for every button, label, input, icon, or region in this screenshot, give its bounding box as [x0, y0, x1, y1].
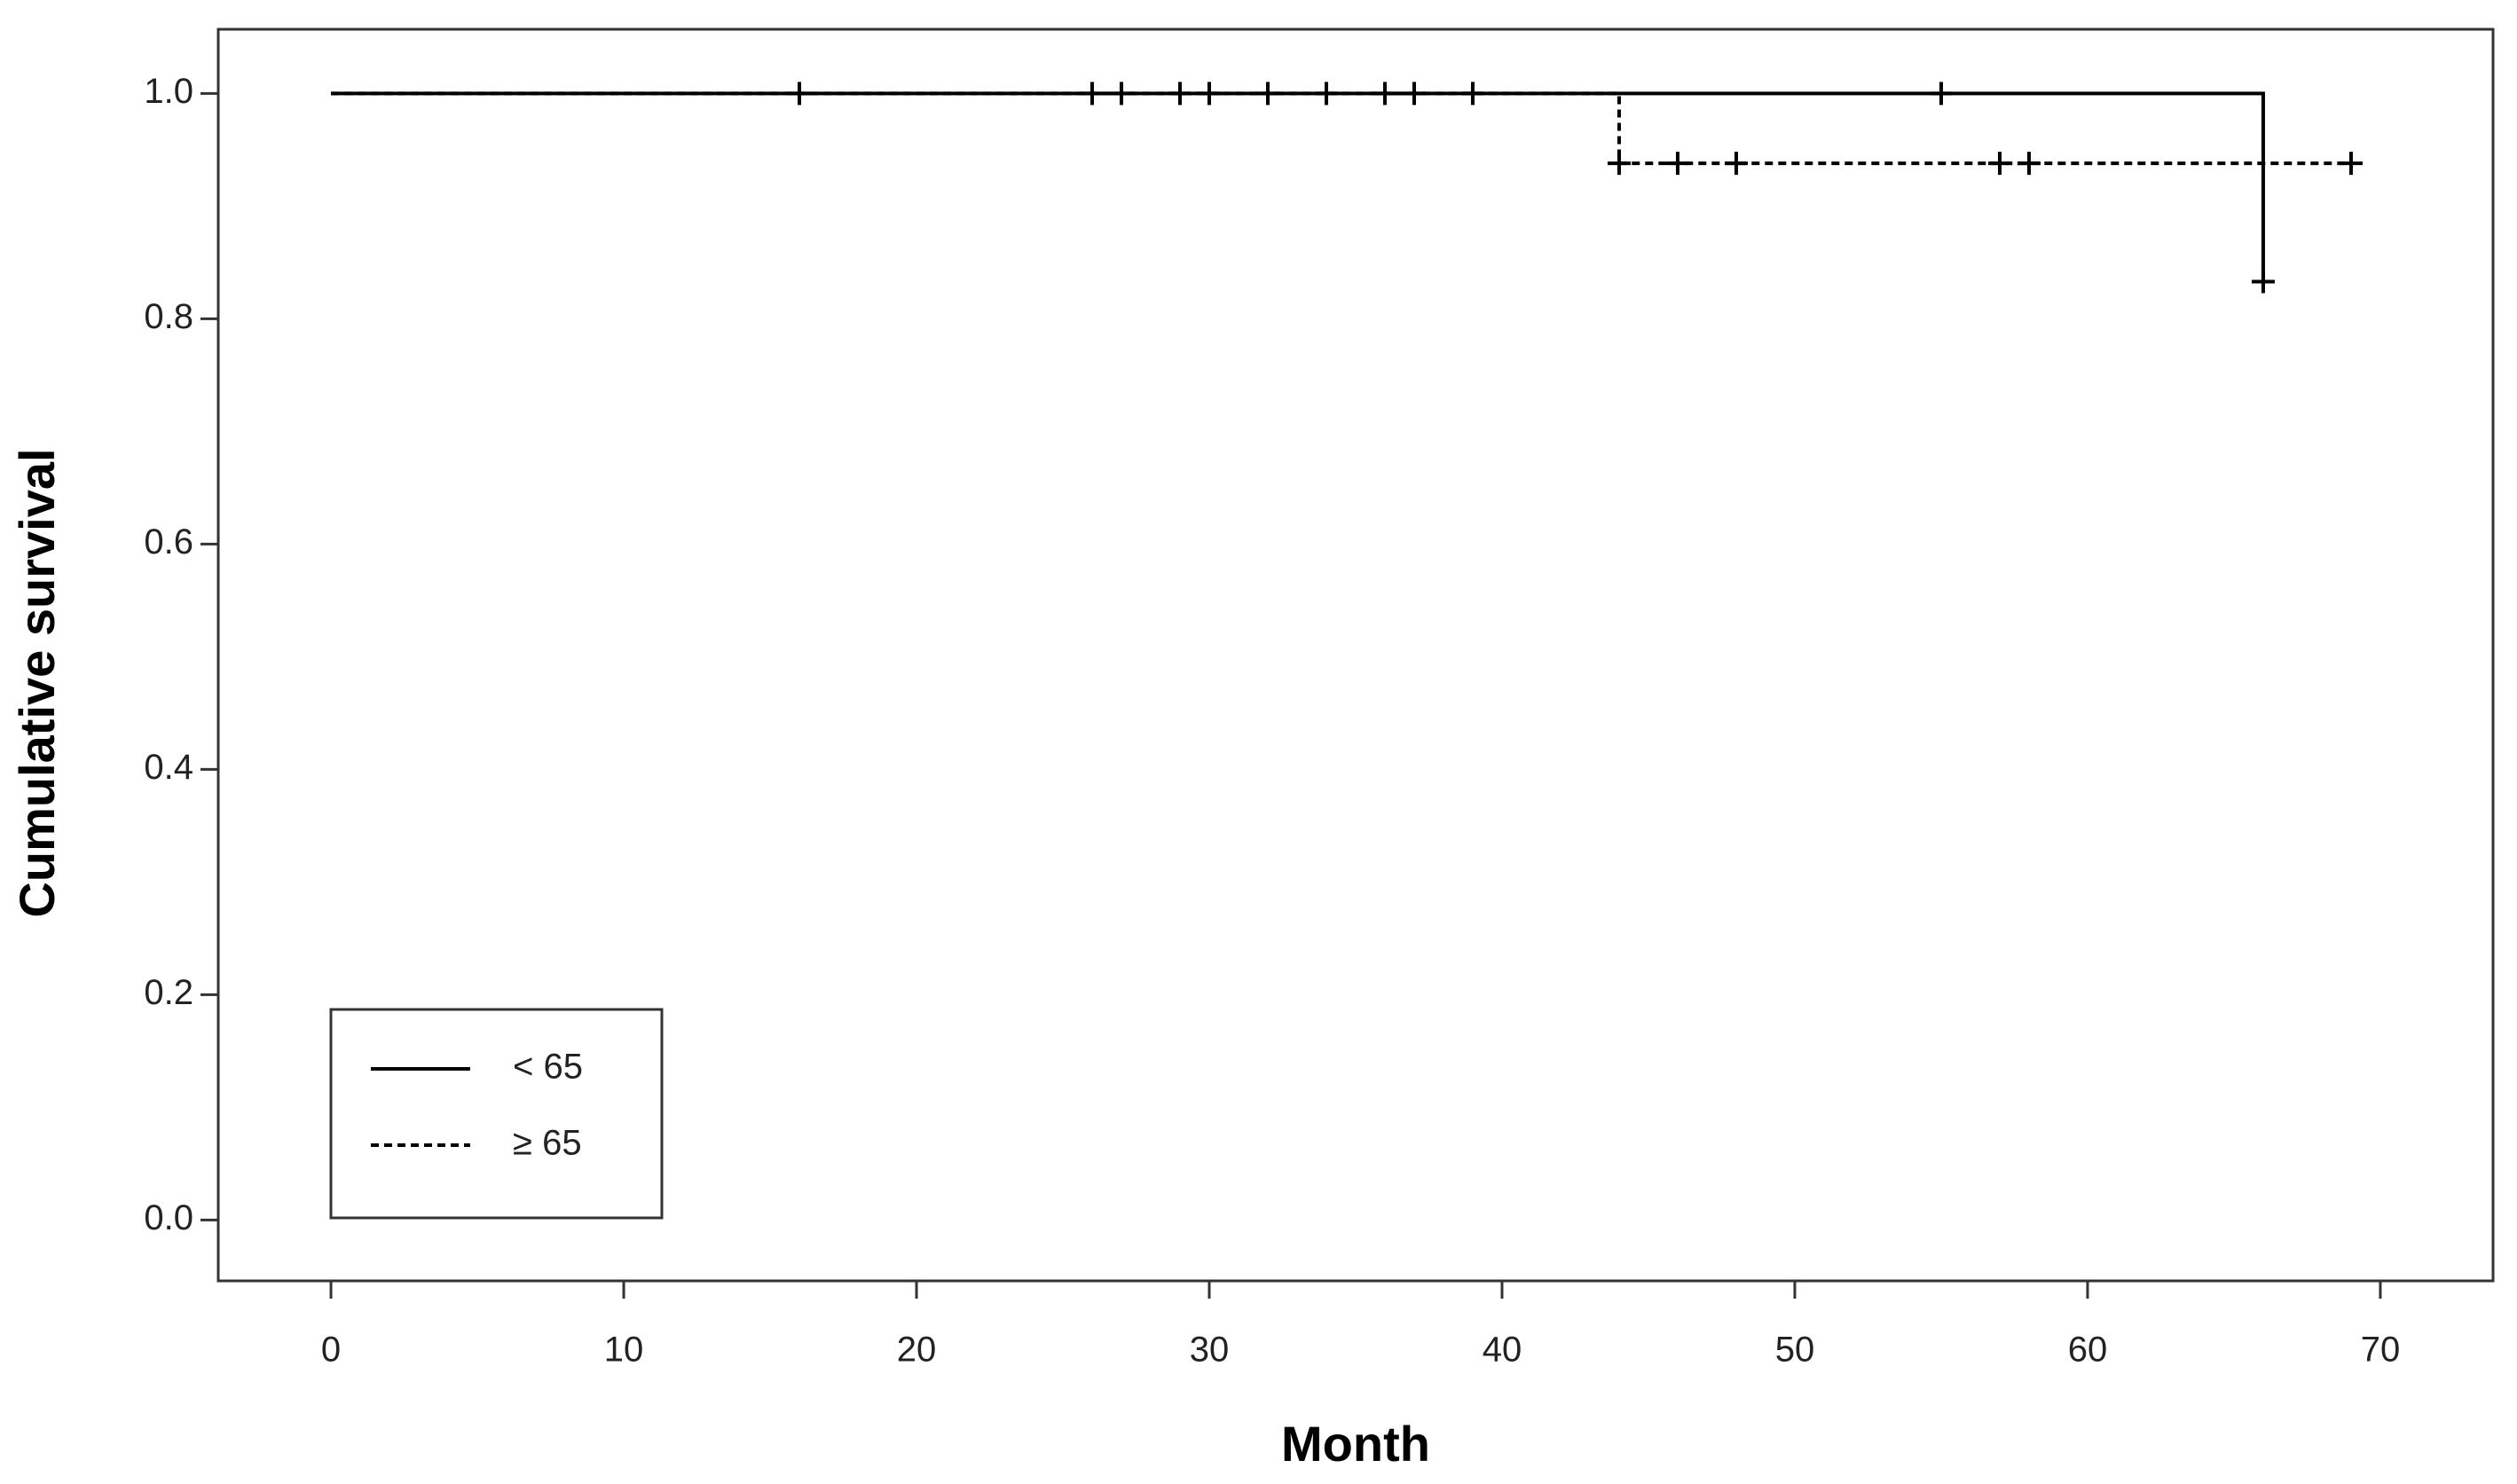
survival-line: [331, 91, 2265, 282]
x-tick-label: 40: [1483, 1331, 1522, 1370]
x-tick-label: 60: [2068, 1331, 2108, 1370]
x-tick-label: 50: [1775, 1331, 1815, 1370]
x-tick-label: 20: [897, 1331, 937, 1370]
censor-mark: [1929, 82, 1953, 106]
x-axis-title: Month: [1281, 1416, 1430, 1472]
legend-label: ≥ 65: [513, 1124, 582, 1163]
y-axis-title: Cumulative survival: [9, 448, 65, 917]
y-tick-label: 0.0: [144, 1198, 193, 1237]
legend-label: < 65: [513, 1048, 583, 1087]
plot-frame: [216, 27, 2495, 1283]
censor-mark: [2251, 270, 2275, 294]
y-tick-label: 0.2: [144, 973, 193, 1012]
legend-box: [329, 1008, 664, 1220]
censor-mark: [1607, 152, 1631, 176]
y-tick-label: 0.8: [144, 297, 193, 336]
y-tick-label: 0.6: [144, 522, 193, 561]
x-tick-label: 10: [604, 1331, 644, 1370]
y-tick-label: 1.0: [144, 72, 193, 111]
censor-mark: [1724, 152, 1748, 176]
censor-mark: [2339, 152, 2363, 176]
y-tick-label: 0.4: [144, 748, 193, 787]
censor-mark: [1987, 152, 2011, 176]
censor-mark: [1665, 152, 1689, 176]
x-tick-label: 0: [321, 1331, 341, 1370]
x-tick-label: 70: [2361, 1331, 2401, 1370]
survival-line: [331, 91, 2351, 166]
x-tick-label: 30: [1190, 1331, 1230, 1370]
censor-mark: [2017, 152, 2041, 176]
